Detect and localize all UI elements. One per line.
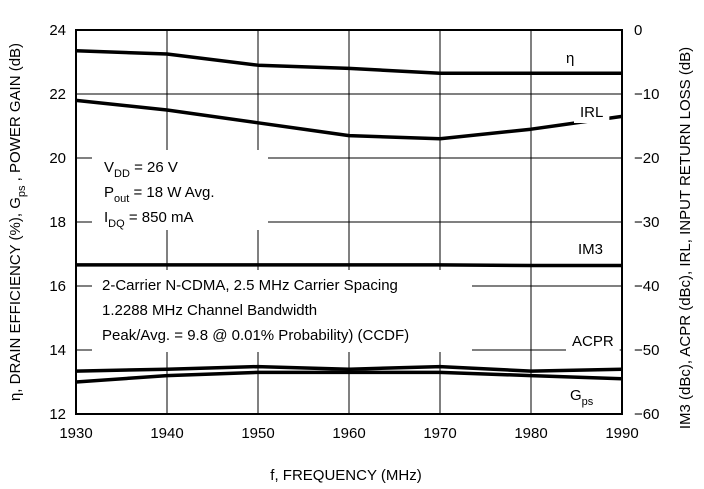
y-left-tick-label: 24 [49,22,66,39]
plot-frame [75,29,623,415]
y-right-tick-label: −40 [634,278,659,295]
y-right-tick-label: −30 [634,214,659,231]
x-tick-label: 1940 [150,425,183,442]
series-label-bg [560,47,581,69]
x-axis-title: f, FREQUENCY (MHz) [270,467,421,484]
y-right-axis-title: IM3 (dBc), ACPR (dBc), IRL, INPUT RETURN… [677,47,694,429]
series-label-bg [574,101,610,123]
condition-pout: Pout = 18 W Avg. [104,184,215,205]
condition-idq: IDQ = 850 mA [104,209,193,230]
series-layer [75,49,623,384]
series-label-bg [566,330,620,352]
series-line-2 [76,263,622,268]
left-tick-labels: 12 14 16 18 20 22 24 [49,22,66,423]
y-left-tick-label: 12 [49,406,66,423]
x-tick-label: 1970 [423,425,456,442]
conditions-annotation: VDD = 26 V Pout = 18 W Avg. IDQ = 850 mA [104,159,215,230]
series-label-bg [564,384,600,406]
series-label: IRL [580,104,603,121]
series-labels: η IRL IM3 ACPR Gps [560,47,620,408]
y-right-tick-label: −20 [634,150,659,167]
y-right-tick-label: −50 [634,342,659,359]
signal-annotation: 2-Carrier N-CDMA, 2.5 MHz Carrier Spacin… [102,277,409,344]
series-label: IM3 [578,241,603,258]
series-line-1 [75,98,623,141]
x-tick-label: 1990 [605,425,638,442]
y-left-axis-title: η, DRAIN EFFICIENCY (%), Gps , POWER GAI… [7,43,28,401]
x-tick-label: 1960 [332,425,365,442]
conditions-box [92,150,268,230]
signal-line-3: Peak/Avg. = 9.8 @ 0.01% Probability) (CC… [102,327,409,344]
series-label: ACPR [572,333,614,350]
y-right-tick-label: 0 [634,22,642,39]
y-left-tick-label: 14 [49,342,66,359]
y-left-tick-label: 22 [49,86,66,103]
bottom-tick-labels: 1930 1940 1950 1960 1970 1980 1990 [59,425,638,442]
right-tick-labels: −60 −50 −40 −30 −20 −10 0 [634,22,659,423]
y-right-tick-label: −10 [634,86,659,103]
x-tick-label: 1980 [514,425,547,442]
series-label: Gps [570,387,594,408]
series-line-4 [75,370,623,384]
condition-vdd: VDD = 26 V [104,159,178,180]
x-tick-label: 1950 [241,425,274,442]
y-left-tick-label: 20 [49,150,66,167]
series-label: η [566,50,574,67]
signal-box [92,270,472,352]
signal-line-1: 2-Carrier N-CDMA, 2.5 MHz Carrier Spacin… [102,277,398,294]
y-right-tick-label: −60 [634,406,659,423]
series-label-bg [572,238,610,260]
signal-line-2: 1.2288 MHz Channel Bandwidth [102,302,317,319]
x-tick-label: 1930 [59,425,92,442]
y-left-tick-label: 18 [49,214,66,231]
series-line-0 [75,49,622,75]
series-line-3 [75,364,623,373]
y-left-tick-label: 16 [49,278,66,295]
